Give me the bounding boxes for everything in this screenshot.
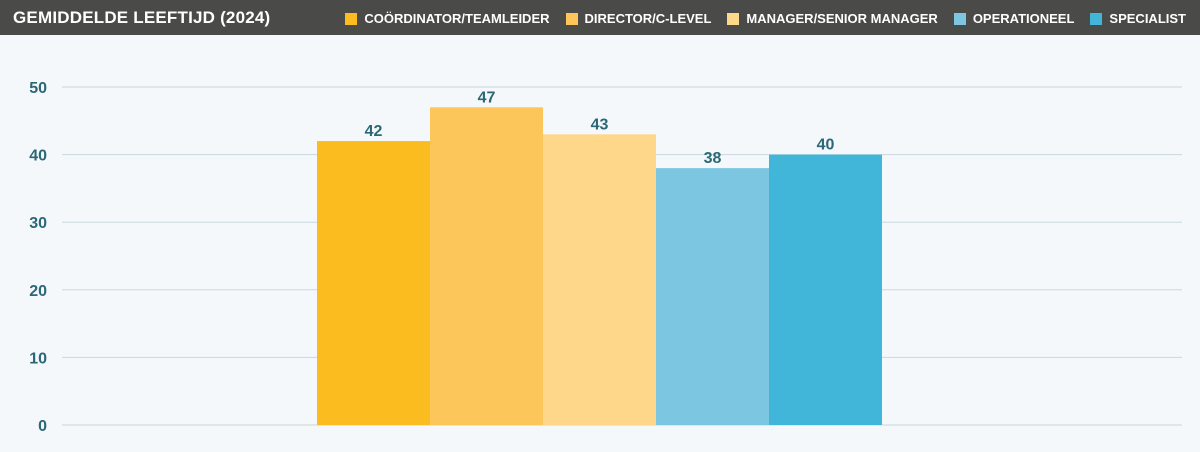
legend-swatch: [727, 12, 740, 25]
legend-label: MANAGER/SENIOR MANAGER: [746, 11, 938, 26]
legend-item[interactable]: MANAGER/SENIOR MANAGER: [727, 11, 938, 26]
legend-item[interactable]: DIRECTOR/C-LEVEL: [565, 11, 712, 26]
legend-swatch: [953, 12, 966, 25]
legend-item[interactable]: COÖRDINATOR/TEAMLEIDER: [345, 11, 550, 26]
legend-label: DIRECTOR/C-LEVEL: [584, 11, 712, 26]
legend-label: OPERATIONEEL: [972, 11, 1075, 26]
bar-value-label: 43: [591, 116, 609, 133]
legend-swatch: [345, 12, 358, 25]
bar[interactable]: [430, 107, 543, 425]
bar-value-label: 47: [478, 89, 496, 106]
bar-value-label: 40: [817, 137, 835, 154]
legend-label: COÖRDINATOR/TEAMLEIDER: [364, 11, 550, 26]
y-tick-label: 30: [29, 215, 47, 232]
legend-item[interactable]: OPERATIONEEL: [953, 11, 1075, 26]
chart-header: GEMIDDELDE LEEFTIJD (2024) COÖRDINATOR/T…: [0, 0, 1200, 35]
bar[interactable]: [317, 141, 430, 425]
y-tick-label: 40: [29, 148, 47, 165]
y-tick-label: 0: [38, 418, 47, 435]
legend-label: SPECIALIST: [1109, 11, 1186, 26]
legend-swatch: [565, 12, 578, 25]
bar-value-label: 42: [365, 123, 383, 140]
bar-chart: 0 10 20 30 40 50 42 47 43 38 40: [29, 80, 1182, 435]
y-tick-label: 10: [29, 350, 47, 367]
bar-value-label: 38: [704, 150, 722, 167]
bar[interactable]: [656, 168, 769, 425]
legend-swatch: [1090, 12, 1103, 25]
legend-item[interactable]: SPECIALIST: [1090, 11, 1186, 26]
chart-title: GEMIDDELDE LEEFTIJD (2024): [13, 8, 271, 27]
bar[interactable]: [769, 154, 882, 425]
y-tick-label: 20: [29, 283, 47, 300]
chart-legend: COÖRDINATOR/TEAMLEIDER DIRECTOR/C-LEVEL MA…: [345, 11, 1186, 26]
bar[interactable]: [543, 134, 656, 425]
y-tick-label: 50: [29, 80, 47, 97]
